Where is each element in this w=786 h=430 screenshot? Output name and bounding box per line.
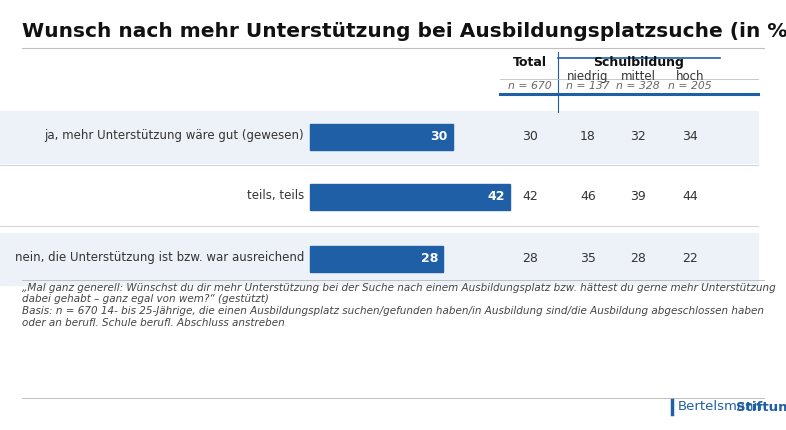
Text: n = 137: n = 137 [566, 81, 610, 91]
Text: mittel: mittel [620, 70, 656, 83]
Text: Wunsch nach mehr Unterstützung bei Ausbildungsplatzsuche (in %): Wunsch nach mehr Unterstützung bei Ausbi… [22, 22, 786, 41]
Text: 28: 28 [421, 252, 439, 265]
Text: 22: 22 [682, 252, 698, 264]
Text: n = 328: n = 328 [616, 81, 659, 91]
Text: Total: Total [513, 56, 547, 69]
Text: 34: 34 [682, 129, 698, 142]
Text: ja, mehr Unterstützung wäre gut (gewesen): ja, mehr Unterstützung wäre gut (gewesen… [44, 129, 304, 142]
Text: 28: 28 [522, 252, 538, 264]
Text: hoch: hoch [676, 70, 704, 83]
Text: 35: 35 [580, 252, 596, 264]
Text: 18: 18 [580, 129, 596, 142]
Bar [310, 124, 453, 150]
Bar [310, 184, 510, 210]
Text: Bertelsmann: Bertelsmann [678, 400, 763, 414]
Text: oder an berufl. Schule berufl. Abschluss anstreben: oder an berufl. Schule berufl. Abschluss… [22, 317, 285, 328]
Text: „Mal ganz generell: Wünschst du dir mehr Unterstützung bei der Suche nach einem : „Mal ganz generell: Wünschst du dir mehr… [22, 283, 776, 293]
Text: 44: 44 [682, 190, 698, 203]
Text: 28: 28 [630, 252, 646, 264]
Text: 30: 30 [431, 130, 448, 143]
Text: teils, teils: teils, teils [247, 190, 304, 203]
Text: Basis: n = 670 14- bis 25-Jährige, die einen Ausbildungsplatz suchen/gefunden ha: Basis: n = 670 14- bis 25-Jährige, die e… [22, 306, 764, 316]
Bar [0, 111, 758, 163]
Text: Stiftung: Stiftung [736, 400, 786, 414]
Text: Schulbildung: Schulbildung [593, 56, 685, 69]
Text: n = 670: n = 670 [509, 81, 552, 91]
Text: 46: 46 [580, 190, 596, 203]
Text: dabei gehabt – ganz egal von wem?“ (gestützt): dabei gehabt – ganz egal von wem?“ (gest… [22, 295, 269, 304]
Text: nein, die Unterstützung ist bzw. war ausreichend: nein, die Unterstützung ist bzw. war aus… [15, 252, 304, 264]
Bar [310, 246, 443, 272]
Bar [0, 171, 758, 223]
Text: 30: 30 [522, 129, 538, 142]
Text: 32: 32 [630, 129, 646, 142]
Text: 42: 42 [522, 190, 538, 203]
Text: niedrig: niedrig [567, 70, 608, 83]
Text: 42: 42 [487, 190, 505, 203]
Bar [0, 233, 758, 285]
Text: 39: 39 [630, 190, 646, 203]
Text: n = 205: n = 205 [668, 81, 712, 91]
